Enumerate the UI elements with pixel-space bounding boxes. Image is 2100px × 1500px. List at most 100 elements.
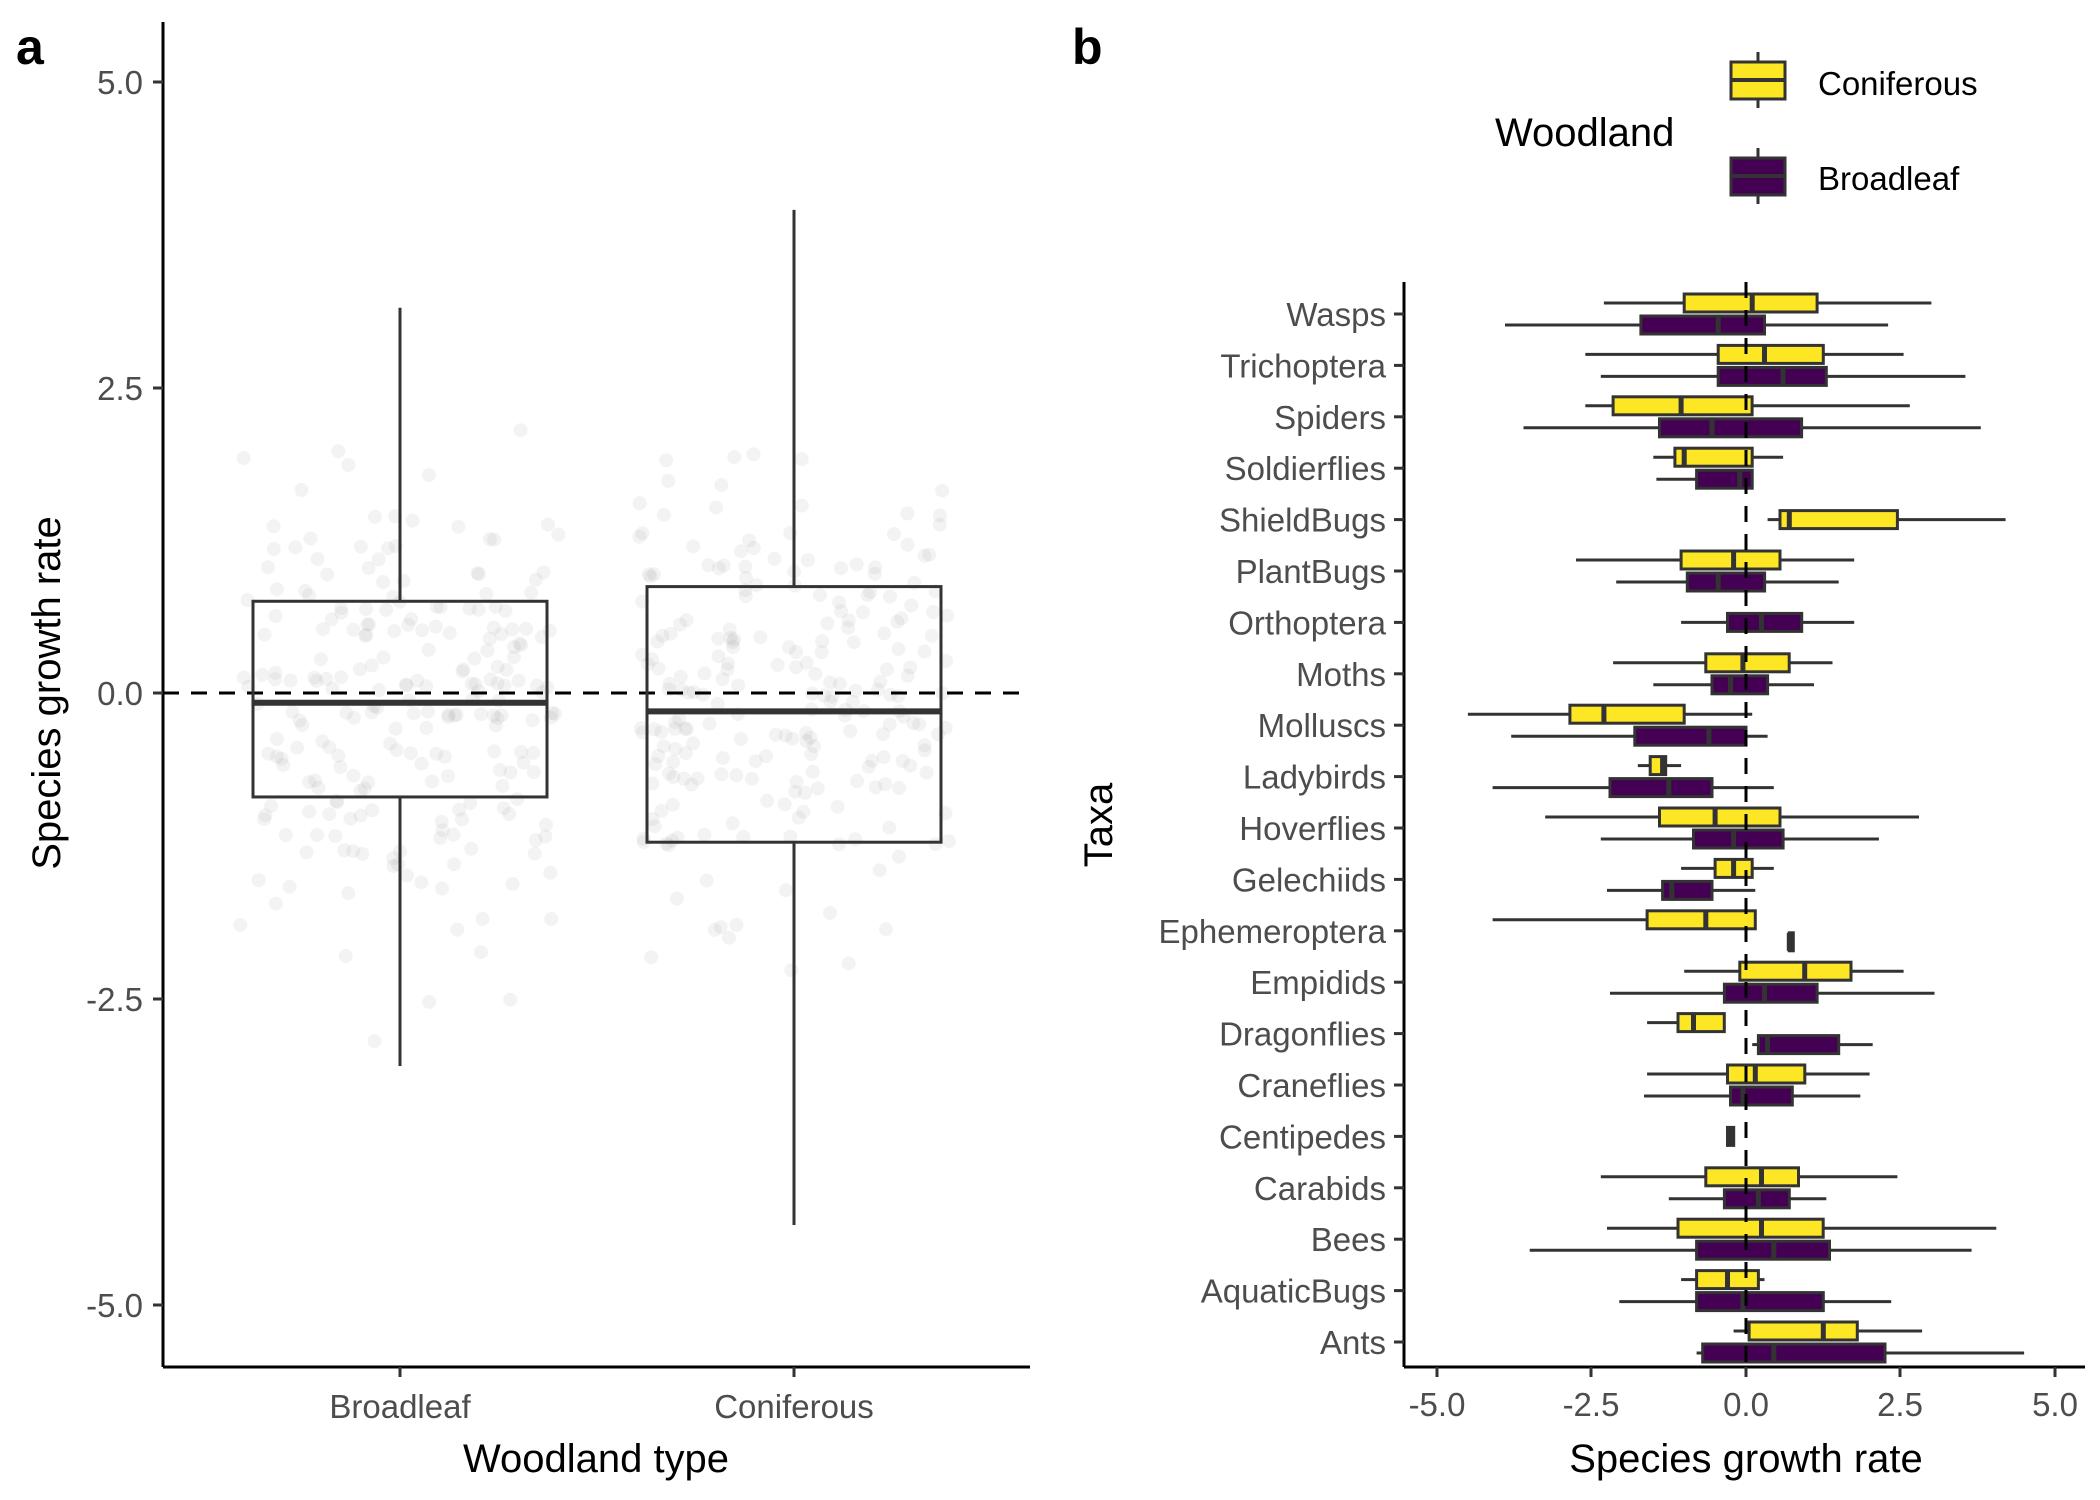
jitter-point: [812, 588, 827, 603]
jitter-point: [474, 707, 489, 722]
jitter-point: [720, 662, 735, 677]
jitter-point: [358, 628, 373, 643]
jitter-point: [433, 600, 448, 615]
box-body: [1701, 1342, 1887, 1364]
jitter-point: [940, 608, 955, 623]
jitter-point: [722, 930, 736, 945]
jitter-point: [311, 780, 326, 795]
jitter-point: [516, 755, 531, 770]
jitter-point: [278, 828, 293, 842]
jitter-point: [868, 560, 883, 575]
jitter-point: [428, 619, 443, 634]
jitter-point: [368, 509, 382, 524]
jitter-point: [257, 627, 272, 642]
jitter-point: [320, 567, 335, 582]
jitter-point: [892, 780, 907, 795]
jitter-point: [475, 912, 490, 926]
jitter-point: [400, 868, 414, 883]
box-coniferous-plantbugs: [1576, 549, 1855, 571]
jitter-point: [701, 558, 716, 573]
jitter-point: [405, 513, 420, 528]
jitter-point: [697, 666, 712, 681]
jitter-point: [266, 519, 281, 534]
jitter-point: [736, 829, 751, 844]
jitter-point: [422, 994, 437, 1009]
y-tick-label: 0.0: [97, 675, 143, 712]
jitter-point: [364, 705, 379, 720]
jitter-point: [359, 601, 374, 616]
jitter-point: [315, 734, 330, 749]
box-body: [1747, 1320, 1859, 1342]
jitter-point: [371, 552, 386, 567]
jitter-point: [233, 917, 248, 932]
jitter-point: [682, 685, 696, 700]
jitter-point: [667, 721, 682, 736]
jitter-point: [873, 674, 888, 689]
jitter-point: [266, 542, 281, 557]
jitter-point: [650, 634, 665, 649]
jitter-point: [791, 810, 806, 825]
jitter-point: [917, 548, 932, 563]
box-body: [1645, 909, 1757, 931]
jitter-point: [322, 740, 337, 755]
box-broadleaf-moths: [1653, 674, 1814, 696]
panel-b-taxa-labels: Wasps Trichoptera Spiders Soldierflies Shiel…: [1159, 296, 1404, 1361]
jitter-point: [711, 631, 726, 646]
jitter-point: [634, 721, 648, 736]
jitter-point: [355, 846, 370, 861]
jitter-point: [883, 687, 898, 702]
box-broadleaf: [251, 599, 549, 799]
jitter-point: [548, 706, 563, 721]
jitter-point: [299, 845, 314, 860]
jitter-point: [895, 753, 910, 768]
jitter-point: [471, 602, 486, 617]
jitter-point: [656, 739, 671, 754]
jitter-point: [932, 508, 947, 523]
jitter-point: [322, 807, 337, 822]
legend-label-broadleaf: Broadleaf: [1818, 160, 1960, 197]
jitter-point: [371, 683, 386, 698]
jitter-point: [883, 589, 897, 604]
jitter-point: [820, 616, 835, 631]
box-coniferous-carabids: [1600, 1166, 1898, 1188]
jitter-point: [702, 716, 717, 731]
jitter-point: [310, 828, 324, 842]
jitter-point: [495, 779, 510, 793]
jitter-point: [480, 643, 495, 658]
jitter-point: [817, 688, 832, 703]
box-coniferous-wasps: [1603, 292, 1932, 314]
jitter-point: [529, 678, 544, 693]
jitter-point: [513, 423, 528, 438]
jitter-point: [707, 922, 722, 937]
box-body: [1729, 1085, 1794, 1107]
jitter-point: [261, 560, 275, 575]
box-body: [1716, 365, 1828, 387]
jitter-point: [770, 658, 785, 672]
box-coniferous-ladybirds: [1637, 755, 1682, 777]
jitter-point: [739, 571, 753, 585]
jitter-point: [760, 793, 775, 808]
jitter-point: [696, 687, 710, 702]
x-tick-label: -2.5: [1563, 1386, 1620, 1423]
jitter-point: [341, 886, 356, 901]
jitter-point: [379, 602, 394, 617]
jitter-point: [783, 829, 798, 844]
jitter-point: [841, 620, 856, 635]
box-body: [1658, 417, 1804, 439]
jitter-point: [421, 642, 436, 657]
x-tick-label: 0.0: [1723, 1386, 1769, 1423]
jitter-point: [507, 640, 521, 655]
jitter-point: [514, 638, 529, 653]
jitter-point: [789, 660, 804, 675]
jitter-point: [834, 604, 848, 619]
jitter-point: [334, 605, 349, 620]
jitter-point: [900, 668, 915, 683]
jitter-point: [759, 749, 773, 764]
jitter-point: [538, 829, 553, 844]
jitter-point: [302, 804, 317, 819]
jitter-point: [808, 666, 823, 681]
jitter-point: [503, 992, 518, 1007]
jitter-point: [383, 736, 398, 751]
jitter-point: [429, 599, 444, 614]
jitter-point: [722, 622, 737, 637]
